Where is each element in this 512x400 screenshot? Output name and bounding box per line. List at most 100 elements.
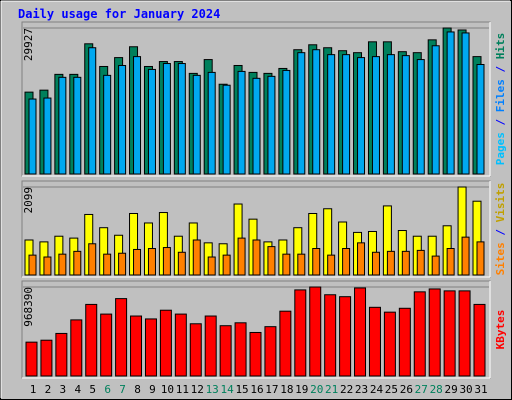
side-label-part: Visits [494, 183, 507, 223]
bar [207, 256, 216, 276]
bar [219, 325, 232, 377]
bar [162, 247, 171, 276]
bar [386, 250, 395, 276]
bar [100, 313, 113, 377]
bar [443, 290, 456, 377]
bar [88, 243, 97, 276]
bar [297, 52, 306, 175]
bar [58, 76, 67, 175]
y-tick-label: 968390 [22, 287, 35, 327]
bar [162, 63, 171, 175]
bar [159, 309, 172, 377]
bar [416, 249, 425, 276]
bar [357, 242, 366, 276]
bar [312, 49, 321, 175]
bar [431, 45, 440, 175]
bar [371, 251, 380, 276]
x-tick-label: 4 [74, 383, 81, 396]
bar [368, 306, 381, 377]
x-tick-label: 31 [474, 383, 487, 396]
x-tick-label: 10 [161, 383, 174, 396]
bar [342, 248, 351, 276]
x-tick-label: 1 [30, 383, 37, 396]
side-label: Sites / Visits [494, 183, 507, 276]
bar [401, 250, 410, 276]
bar [115, 298, 128, 377]
bar [473, 303, 486, 377]
bar [118, 252, 127, 276]
bar [103, 253, 112, 276]
bar [43, 97, 52, 175]
x-tick-label: 8 [134, 383, 141, 396]
bar [476, 64, 485, 175]
x-tick-label: 19 [295, 383, 308, 396]
x-tick-label: 22 [340, 383, 353, 396]
bar [309, 286, 322, 377]
bar [476, 241, 485, 276]
bar [342, 54, 351, 175]
bar [327, 254, 336, 276]
x-tick-label: 27 [415, 383, 428, 396]
bar [237, 237, 246, 276]
bar [147, 248, 156, 276]
bar [398, 307, 411, 377]
bar [312, 248, 321, 276]
bar [133, 248, 142, 276]
x-tick-label: 12 [191, 383, 204, 396]
side-label-part: Hits [494, 33, 507, 60]
bar [294, 289, 307, 377]
x-tick-label: 2 [45, 383, 52, 396]
bar [70, 319, 83, 377]
bar [461, 236, 470, 276]
bar [339, 296, 352, 377]
bar [130, 315, 143, 377]
x-tick-label: 7 [119, 383, 126, 396]
x-tick-label: 5 [89, 383, 96, 396]
bar [413, 291, 426, 377]
x-tick-label: 26 [400, 383, 413, 396]
bar [249, 331, 262, 377]
x-tick-label: 13 [206, 383, 219, 396]
bar [189, 323, 202, 377]
y-tick-label: 2099 [22, 187, 35, 214]
bar [177, 251, 186, 276]
x-tick-label: 17 [265, 383, 278, 396]
x-tick-label: 24 [370, 383, 384, 396]
x-tick-label: 20 [310, 383, 323, 396]
bar [282, 69, 291, 175]
bar [73, 250, 82, 276]
bar [43, 256, 52, 276]
bar [118, 64, 127, 175]
side-label-part: KBytes [494, 310, 507, 350]
bar [354, 287, 367, 377]
bar [267, 246, 276, 276]
x-tick-label: 14 [221, 383, 235, 396]
bar [386, 54, 395, 175]
bar [252, 77, 261, 175]
x-tick-label: 29 [445, 383, 458, 396]
y-tick-label: 29927 [22, 28, 35, 61]
bar [85, 303, 98, 377]
x-tick-label: 3 [60, 383, 67, 396]
bar [446, 248, 455, 276]
side-label-part: Pages [494, 132, 507, 165]
bar [88, 47, 97, 175]
bar [267, 75, 276, 175]
x-tick-label: 28 [430, 383, 443, 396]
bar [28, 254, 37, 276]
bar [204, 315, 217, 377]
x-tick-label: 30 [459, 383, 472, 396]
bar [279, 310, 292, 377]
x-tick-label: 9 [149, 383, 156, 396]
bar [416, 59, 425, 175]
bar [401, 55, 410, 175]
bar [222, 254, 231, 276]
bar [371, 56, 380, 175]
x-tick-label: 15 [235, 383, 248, 396]
bar [58, 253, 67, 276]
bar [327, 54, 336, 175]
bar [222, 84, 231, 175]
side-label-part: / [494, 59, 507, 79]
x-tick-label: 23 [355, 383, 368, 396]
